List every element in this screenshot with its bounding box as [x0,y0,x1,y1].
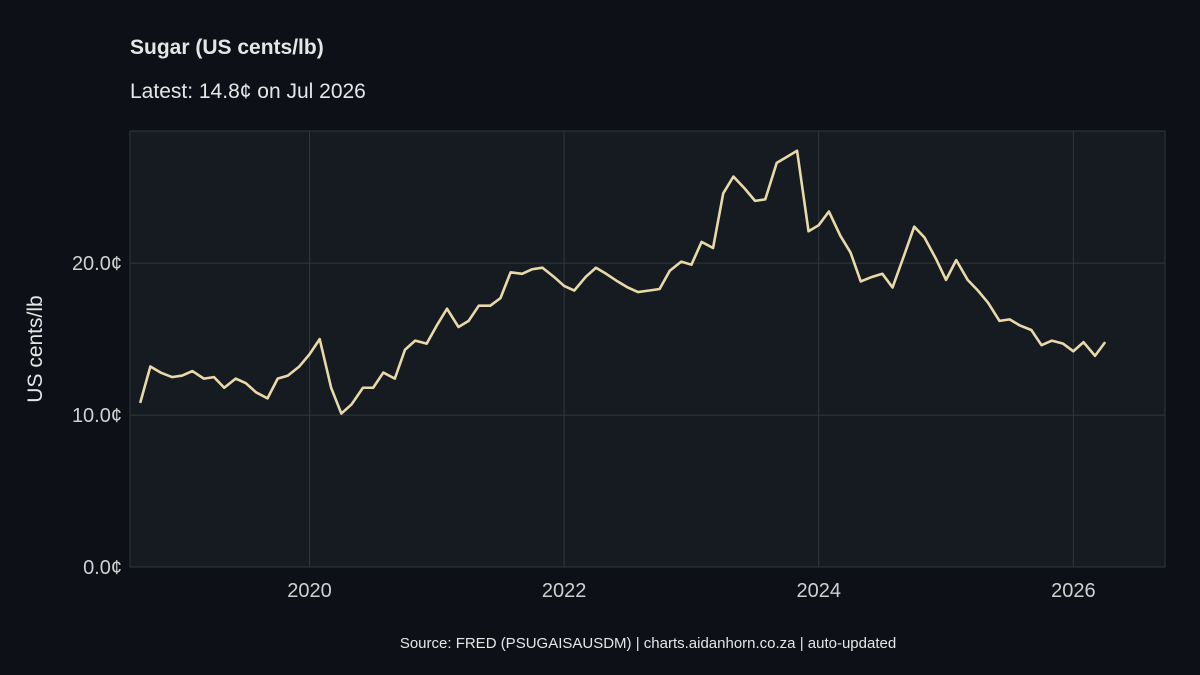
x-tick-label: 2020 [287,580,332,602]
y-tick-label: 20.0¢ [72,253,122,275]
chart-subtitle: Latest: 14.8¢ on Jul 2026 [130,80,366,103]
caption: Source: FRED (PSUGAISAUSDM) | charts.aid… [400,635,896,652]
y-tick-label: 10.0¢ [72,405,122,427]
x-tick-label: 2022 [542,580,587,602]
x-tick-label: 2026 [1051,580,1096,602]
chart-title: Sugar (US cents/lb) [130,36,324,59]
x-tick-label: 2024 [796,580,841,602]
plot-panel [129,130,1166,568]
y-axis-label: US cents/lb [24,295,47,402]
y-tick-label: 0.0¢ [83,557,122,579]
line-series [138,149,1107,415]
